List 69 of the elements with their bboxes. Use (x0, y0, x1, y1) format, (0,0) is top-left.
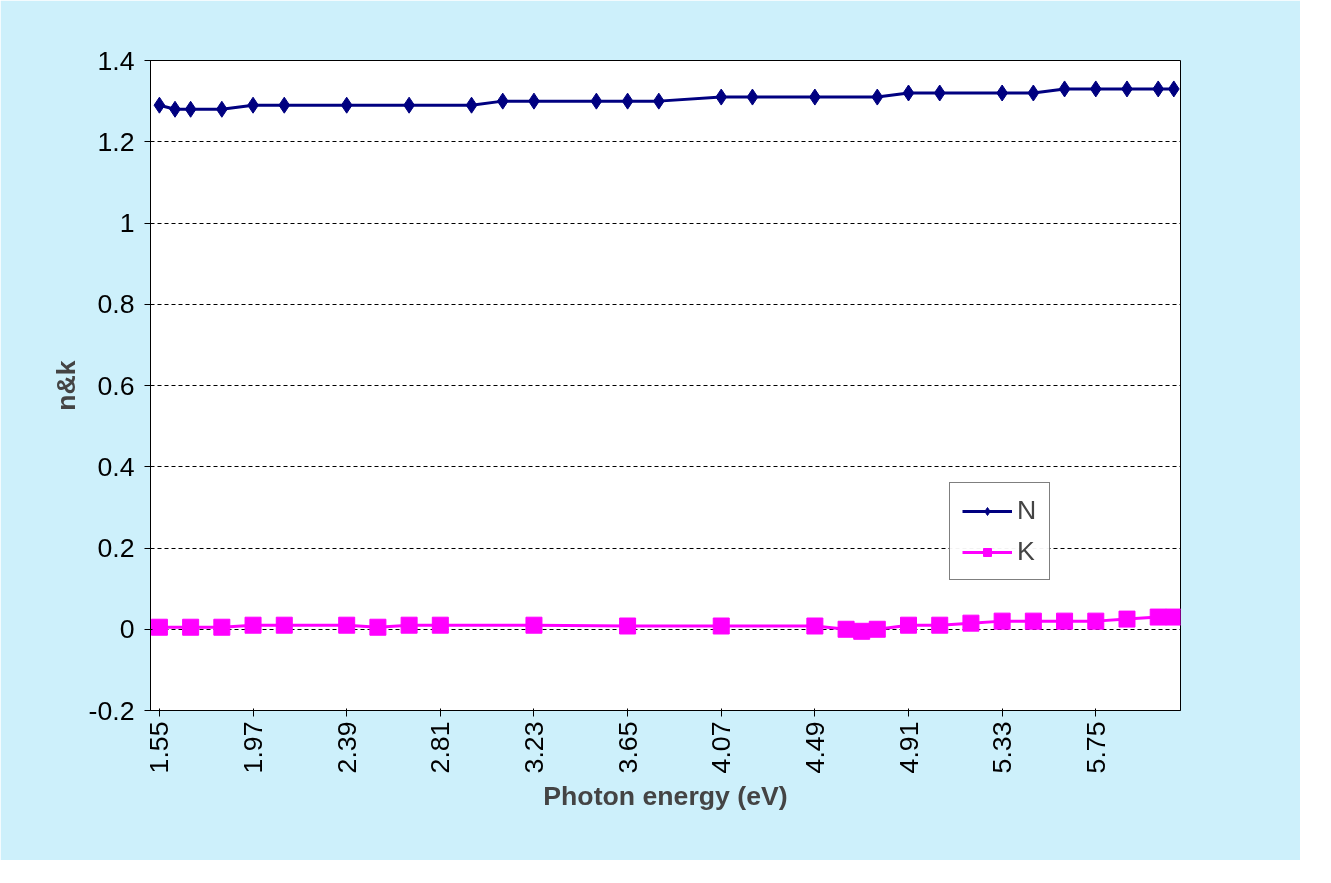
point (1167, 80, 1180, 98)
point (465, 96, 478, 114)
x-tick-label: 4.49 (799, 721, 830, 774)
point (213, 618, 231, 636)
x-tick-label: 4.07 (706, 721, 737, 774)
legend-label: K (1017, 536, 1036, 567)
point (715, 88, 728, 106)
x-tick-label: 1.55 (144, 721, 175, 774)
point (619, 617, 637, 635)
x-tick-label: 2.39 (331, 721, 362, 774)
point (431, 616, 449, 634)
point (1118, 610, 1136, 628)
x-tick-label: 1.97 (238, 721, 269, 774)
x-tick-label: 2.81 (425, 721, 456, 774)
point (275, 616, 293, 634)
point (496, 92, 509, 110)
point (1087, 612, 1105, 630)
point (340, 96, 353, 114)
y-tick-label: 0.6 (97, 370, 135, 401)
point (400, 616, 418, 634)
y-tick-label: 0.8 (97, 289, 135, 320)
point (652, 92, 665, 110)
point (338, 616, 356, 634)
point (931, 616, 949, 634)
y-axis-title: n&k (50, 360, 81, 411)
x-tick-label: 5.75 (1080, 721, 1111, 774)
point (369, 618, 387, 636)
x-tick-label: 3.65 (612, 721, 643, 774)
point (182, 618, 200, 636)
point (1058, 80, 1071, 98)
y-tick-label: 1.2 (97, 126, 135, 157)
point (153, 96, 166, 114)
point (244, 616, 262, 634)
x-tick-label: 3.23 (518, 721, 549, 774)
point (962, 614, 980, 632)
point (1089, 80, 1102, 98)
point (1152, 80, 1165, 98)
point (902, 84, 915, 102)
point (1027, 84, 1040, 102)
y-tick-label: 0 (119, 614, 135, 645)
legend-label: N (1017, 495, 1037, 526)
y-tick-label: 0.2 (97, 533, 135, 563)
point (900, 616, 918, 634)
point (837, 620, 855, 638)
point (1024, 612, 1042, 630)
point (621, 92, 634, 110)
x-tick-label: 5.33 (987, 721, 1018, 774)
y-tick-label: 0.4 (97, 451, 135, 482)
x-tick-label: 4.91 (893, 721, 924, 774)
point (184, 100, 197, 118)
point (993, 612, 1011, 630)
point (1056, 612, 1074, 630)
point (712, 617, 730, 635)
point (525, 616, 543, 634)
x-axis-title: Photon energy (eV) (543, 781, 788, 812)
point (871, 88, 884, 106)
point (746, 88, 759, 106)
point (853, 622, 871, 640)
point (278, 96, 291, 114)
point (933, 84, 946, 102)
point (806, 617, 824, 635)
y-tick-label: 1.4 (97, 45, 135, 76)
point (1165, 608, 1181, 626)
y-tick-label: 1 (119, 208, 135, 238)
y-tick-label: -0.2 (88, 695, 135, 726)
point (1149, 608, 1167, 626)
point (590, 92, 603, 110)
point (868, 620, 886, 638)
point (150, 618, 168, 636)
